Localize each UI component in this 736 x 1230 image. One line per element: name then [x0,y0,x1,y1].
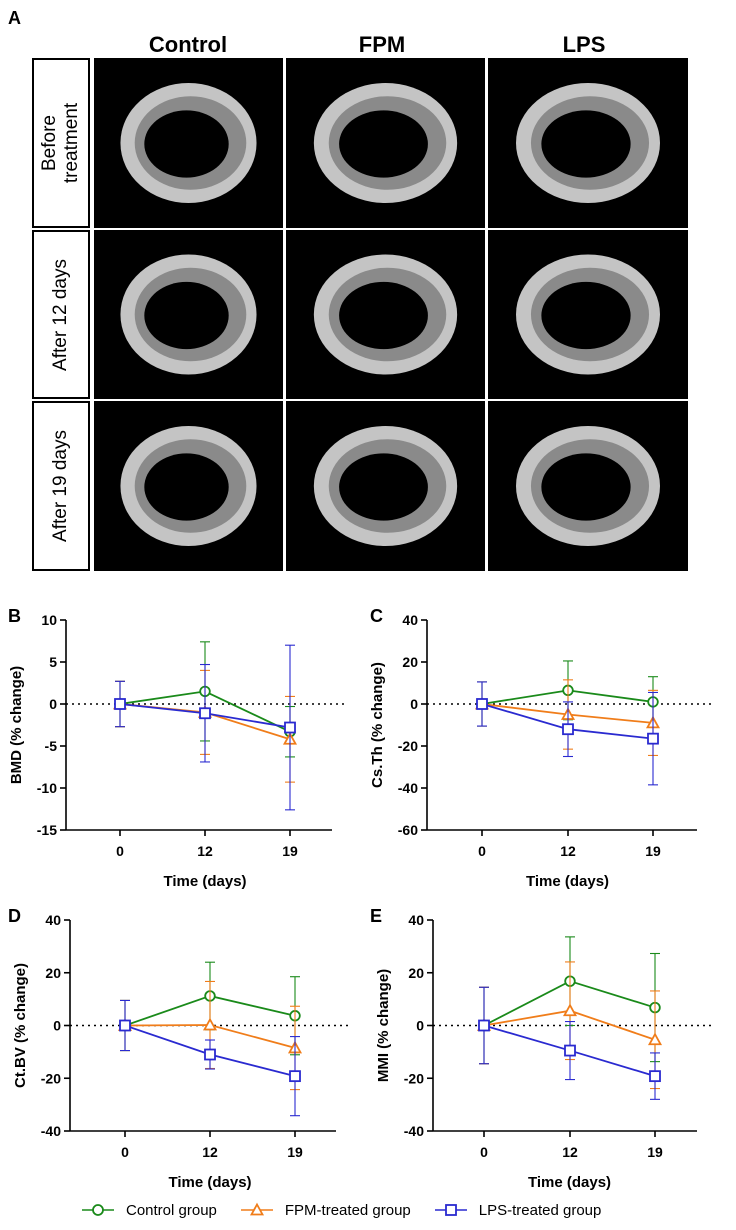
column-header-fpm: FPM [358,32,406,57]
chart-c-x-tick-label: 12 [560,843,576,859]
chart-c-point [562,723,574,736]
chart-b-y-label: BMD (% change) [8,666,25,784]
chart-c-point [476,698,488,710]
column-header-control: Control [148,32,228,57]
chart-d-point [202,1017,218,1031]
chart-d-y-label: Ct.BV (% change) [12,963,29,1088]
marrow-cavity-shape [339,453,428,521]
chart-b-x-label: Time (days) [163,873,246,890]
chart-c-y-label: Cs.Th (% change) [369,662,386,788]
chart-e-point [478,1019,490,1032]
chart-b-y-tick-label: -10 [37,780,57,796]
chart-b-y-tick-label: 0 [49,696,57,712]
chart-c-panel-letter: C [370,606,383,626]
legend-marker-square-icon [434,1204,467,1216]
chart-d-y-tick-label: 40 [45,912,61,928]
row-header-12-days: After 12 days [32,230,90,399]
panel-a-letter: A [8,8,21,28]
chart-d-y-tick-label: -40 [41,1123,61,1139]
chart-e-x-tick-label: 12 [562,1144,578,1160]
ct-scan-r2-c3 [488,230,688,399]
legend-marker-triangle-icon [240,1202,273,1216]
chart-c-point [647,732,659,745]
marrow-cavity-shape [541,281,631,350]
legend-item-control: Control group [80,1202,217,1219]
chart-d-y-tick-label: 0 [53,1018,61,1034]
marrow-cavity-shape [541,110,631,178]
chart-e-x-label: Time (days) [528,1174,611,1190]
legend: Control group FPM-treated group LPS-trea… [80,1198,623,1222]
chart-c-y-tick-label: -60 [398,822,418,838]
ct-scan-r1-c1 [94,58,283,228]
marrow-cavity-shape [144,281,229,350]
chart-e-point [562,1003,578,1017]
chart-d-point [119,1019,131,1032]
chart-c-y-tick-label: -40 [398,780,418,796]
chart-c-x-tick-label: 0 [478,843,486,859]
legend-label-control: Control group [126,1201,217,1219]
chart-e-y-tick-label: -20 [404,1070,424,1086]
chart-d-point [204,1048,216,1061]
column-header-lps: LPS [562,32,606,57]
chart-c-y-tick-label: -20 [398,738,418,754]
ct-scan-r1-c3 [488,58,688,228]
chart-d-x-tick-label: 12 [202,1144,218,1160]
chart-b-point [199,707,211,720]
ct-scan-r2-c1 [94,230,283,399]
chart-d-x-tick-label: 19 [287,1144,303,1160]
chart-e-x-tick-label: 19 [647,1144,663,1160]
chart-d-panel-letter: D [8,906,21,926]
chart-b-y-tick-label: 10 [41,612,57,628]
chart-e-y-tick-label: 0 [416,1018,424,1034]
chart-e-x-tick-label: 0 [480,1144,488,1160]
chart-e-y-tick-label: 40 [408,912,424,928]
chart-e-point [647,1032,663,1046]
chart-b-x-tick-label: 0 [116,843,124,859]
chart-e-point [649,1070,661,1083]
marrow-cavity-shape [144,453,229,521]
chart-b-y-tick-label: -5 [45,738,58,754]
ct-scan-r3-c2 [286,401,485,571]
ct-scan-r3-c3 [488,401,688,571]
chart-c-y-tick-label: 0 [410,696,418,712]
legend-marker-circle-icon [82,1204,114,1216]
chart-b-panel-letter: B [8,606,21,626]
chart-d-point [289,1070,301,1083]
legend-item-fpm: FPM-treated group [239,1202,411,1219]
row-header-before: Before treatment [32,58,90,228]
legend-label-lps: LPS-treated group [478,1201,602,1219]
chart-b-point [114,698,126,710]
chart-b-y-tick-label: 5 [49,654,57,670]
chart-e-y-tick-label: 20 [408,965,424,981]
marrow-cavity-shape [339,110,428,178]
chart-e-y-tick-label: -40 [404,1123,424,1139]
chart-d-x-tick-label: 0 [121,1144,129,1160]
legend-label-fpm: FPM-treated group [284,1201,411,1219]
ct-scan-r1-c2 [286,58,485,228]
ct-scan-r2-c2 [286,230,485,399]
chart-e-point [564,1044,576,1057]
chart-c-x-tick-label: 19 [645,843,661,859]
chart-b-x-tick-label: 19 [282,843,298,859]
chart-d-x-label: Time (days) [168,1174,251,1190]
chart-b-point [284,721,296,734]
row-header-19-days: After 19 days [32,401,90,571]
charts-area: B -15 -10 -5 0 5 10 0 12 19 Time (days) BMD (% chan… [8,606,713,1190]
chart-e-panel-letter: E [370,906,382,926]
chart-e-y-label: MMI (% change) [375,969,392,1082]
chart-b-y-tick-label: -15 [37,822,57,838]
chart-c-y-tick-label: 20 [402,654,418,670]
marrow-cavity-shape [541,453,631,521]
ct-scan-r3-c1 [94,401,283,571]
chart-d-y-tick-label: -20 [41,1070,61,1086]
chart-c-x-label: Time (days) [526,873,609,890]
legend-item-lps: LPS-treated group [433,1201,602,1219]
chart-b-x-tick-label: 12 [197,843,213,859]
chart-d-y-tick-label: 20 [45,965,61,981]
marrow-cavity-shape [339,281,428,350]
chart-c-y-tick-label: 40 [402,612,418,628]
marrow-cavity-shape [144,110,229,178]
